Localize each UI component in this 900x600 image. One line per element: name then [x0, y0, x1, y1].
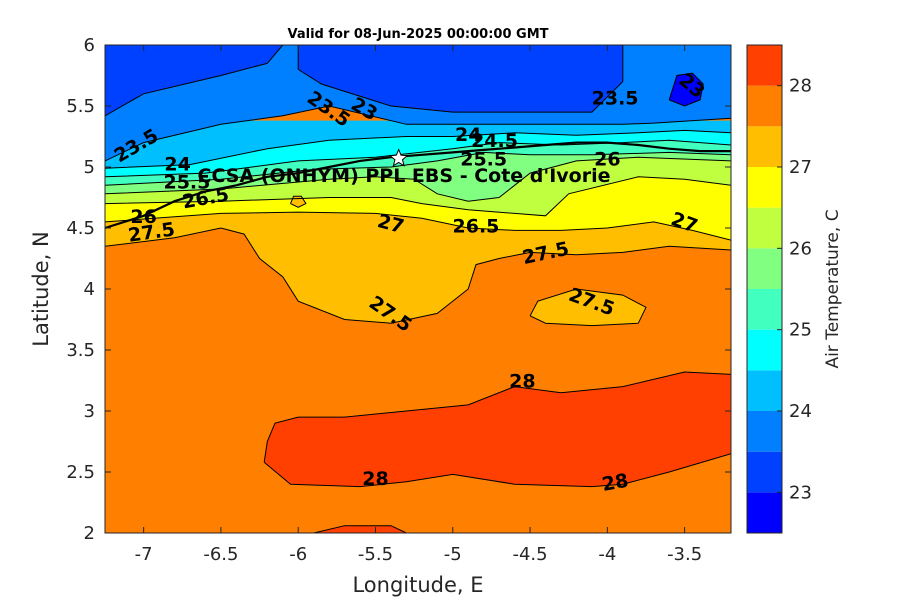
contour-line: [290, 195, 307, 208]
x-tick-label: -6: [289, 544, 307, 565]
contour-label: 26: [594, 148, 620, 170]
contour-region: [530, 289, 646, 326]
colorbar-band: [747, 207, 782, 249]
contour-label: 28: [362, 468, 388, 490]
colorbar-band: [747, 451, 782, 493]
contour-line: [105, 156, 731, 202]
contour-line: [105, 45, 284, 117]
contour-line: [263, 371, 731, 463]
x-tick-label: -5.5: [358, 544, 393, 565]
contour-line: [297, 45, 624, 113]
contour-label: 24: [164, 153, 190, 175]
y-tick-label: 3: [84, 401, 95, 422]
coastline-line: [105, 141, 731, 230]
colorbar-band: [747, 370, 782, 411]
colorbar-band: [747, 289, 782, 330]
y-tick-label: 5: [84, 157, 95, 178]
contour-line: [105, 105, 731, 162]
contour-region: [669, 73, 704, 106]
y-tick-label: 6: [84, 35, 95, 56]
x-tick-label: -5: [444, 544, 462, 565]
contour-line: [668, 72, 704, 107]
colorbar-tick-label: 24: [789, 401, 812, 422]
contour-line: [105, 139, 731, 178]
contour-label: 25.5: [460, 148, 507, 170]
colorbar-band: [747, 85, 782, 127]
colorbar-tick-label: 23: [789, 482, 812, 503]
colorbar-band: [747, 126, 782, 167]
y-tick-label: 5.5: [66, 96, 95, 117]
contour-region: [105, 120, 731, 169]
colorbar-tick-label: 28: [789, 76, 812, 97]
contour-line: [105, 151, 731, 186]
contour-label: 24.5: [471, 130, 518, 152]
x-axis: -7 -6.5 -6 -5.5 -5 -4.5 -4 -3.5: [135, 45, 702, 565]
contour-label: 26.5: [453, 216, 500, 238]
contour-line: [105, 176, 731, 217]
colorbar-band: [747, 167, 782, 208]
station-label: CCSA (ONHYM) PPL EBS - Cote d'Ivorie: [198, 165, 611, 187]
contour-line: [313, 525, 407, 533]
y-tick-label: 2.5: [66, 462, 95, 483]
x-axis-label: Longitude, E: [352, 573, 483, 597]
y-axis: 2 2.5 3 3.5 4 4.5 5 5.5 6: [66, 35, 731, 544]
x-tick-label: -6.5: [203, 544, 238, 565]
contour-line: [105, 227, 731, 324]
x-tick-label: -7: [135, 544, 153, 565]
colorbar-band: [747, 248, 782, 289]
colorbar: 23 24 25 26 27 28: [746, 44, 812, 534]
contour-label: 24: [455, 124, 481, 146]
contour-label: 23.5: [592, 87, 639, 109]
colorbar-band: [747, 45, 782, 86]
y-axis-label: Latitude, N: [29, 231, 53, 347]
x-tick-label: -3.5: [667, 544, 702, 565]
contour-line: [529, 288, 647, 327]
station-group: CCSA (ONHYM) PPL EBS - Cote d'Ivorie: [198, 148, 611, 187]
contour-lines: [105, 45, 731, 533]
chart-title: Valid for 08-Jun-2025 00:00:00 GMT: [288, 27, 549, 42]
y-tick-label: 2: [84, 523, 95, 544]
colorbar-band: [747, 329, 782, 371]
contour-region: [298, 45, 623, 113]
contour-region: [264, 372, 731, 487]
x-tick-label: -4: [598, 544, 616, 565]
colorbar-frame: [746, 44, 783, 534]
colorbar-tick-label: 26: [789, 238, 812, 259]
colorbar-tick-label: 25: [789, 320, 812, 341]
contour-line: [263, 453, 731, 488]
y-tick-label: 4: [84, 279, 95, 300]
contour-label: 28: [600, 470, 630, 496]
contour-label: 25.5: [163, 172, 210, 194]
y-tick-label: 4.5: [66, 218, 95, 239]
colorbar-label: Air Temperature, C: [823, 209, 843, 368]
contour-line: [105, 211, 731, 241]
star-icon: [388, 148, 409, 167]
colorbar-band: [747, 492, 782, 533]
colorbar-tick-label: 27: [789, 157, 812, 178]
filled-contours: [105, 45, 731, 533]
colorbar-band: [747, 411, 782, 452]
contour-region: [105, 45, 283, 116]
contour-label: 26: [130, 206, 156, 228]
coastline: [105, 141, 731, 230]
x-tick-label: -4.5: [512, 544, 547, 565]
y-tick-label: 3.5: [66, 340, 95, 361]
contour-label: 28: [509, 371, 535, 393]
contour-line: [105, 129, 731, 169]
